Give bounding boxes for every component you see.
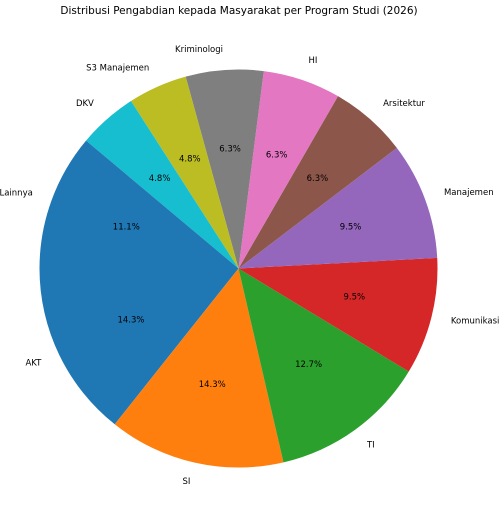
category-label: TI: [366, 441, 375, 451]
percentage-label: 6.3%: [307, 174, 329, 184]
category-label: Arsitektur: [383, 99, 425, 109]
percentage-label: 9.5%: [340, 222, 362, 232]
pie-slice-lainnya: [39, 140, 239, 269]
percentage-label: 6.3%: [266, 150, 288, 160]
pie-slice-si: [114, 268, 284, 468]
percentage-label: 6.3%: [219, 144, 241, 154]
percentage-labels: 14.3% 14.3% 12.7% 9.5% 9.5% 6.3% 6.3% 6.3% 4.8% 4…: [113, 144, 365, 390]
category-label: AKT: [25, 359, 42, 369]
pie-slice-ti: [238, 268, 409, 463]
category-label: S3 Manajemen: [86, 64, 149, 74]
percentage-label: 12.7%: [295, 360, 322, 370]
category-label: Lainnya: [0, 189, 33, 199]
pie-slice-dkv: [86, 101, 239, 269]
chart-title: Distribusi Pengabdian kepada Masyarakat …: [60, 5, 417, 17]
pie-slice-arsitektur: [238, 96, 397, 269]
category-label: Manajemen: [444, 188, 494, 198]
pie-slice-komunikasi: [238, 257, 438, 372]
pie-slice-akt: [39, 268, 239, 425]
percentage-label: 14.3%: [199, 380, 226, 390]
pie-slice-s3-manajemen: [130, 76, 239, 269]
category-label: Kriminologi: [175, 45, 223, 55]
pie-slices: [39, 69, 438, 468]
category-labels: AKT SI TI Komunikasi Manajemen Arsitektur HI Kr…: [0, 45, 499, 487]
percentage-label: 4.8%: [179, 154, 201, 164]
category-label: SI: [182, 477, 190, 487]
category-label: DKV: [76, 99, 94, 109]
percentage-label: 9.5%: [344, 292, 366, 302]
category-label: HI: [308, 56, 317, 66]
percentage-label: 4.8%: [149, 174, 171, 184]
percentage-label: 14.3%: [117, 315, 144, 325]
pie-slice-manajemen: [238, 147, 438, 269]
pie-slice-kriminologi: [185, 69, 264, 269]
percentage-label: 11.1%: [113, 223, 140, 233]
pie-slice-hi: [238, 71, 338, 269]
category-label: Komunikasi: [451, 317, 500, 327]
